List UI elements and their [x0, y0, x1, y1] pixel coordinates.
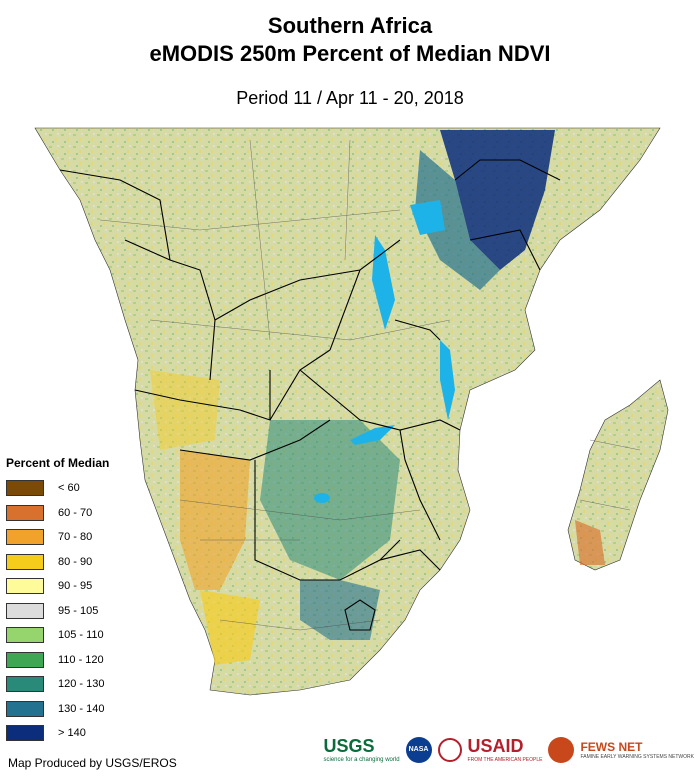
legend-item: 95 - 105 [6, 599, 126, 624]
nasa-logo: NASA [405, 736, 432, 763]
legend-swatch [6, 627, 44, 644]
map-title-line1: Southern Africa [267, 13, 433, 38]
usgs-tagline: science for a changing world [323, 757, 400, 763]
legend-swatch [6, 480, 44, 497]
legend-label: 105 - 110 [58, 629, 104, 642]
legend-swatch [6, 725, 44, 742]
usgs-logo: USGS science for a changing world [323, 736, 399, 763]
legend-label: 110 - 120 [58, 653, 104, 666]
lake-victoria [410, 200, 445, 235]
usaid-seal-icon [437, 737, 462, 762]
region-madagascar-south [575, 520, 605, 565]
legend-item: 60 - 70 [6, 501, 126, 526]
legend-item: 80 - 90 [6, 550, 126, 575]
period-subtitle: Period 11 / Apr 11 - 20, 2018 [236, 88, 464, 108]
lake-malawi [440, 340, 455, 420]
legend-title: Percent of Median [6, 456, 110, 470]
country-borders [59, 159, 561, 631]
region-east-africa-mid [415, 150, 500, 290]
legend-label: 70 - 80 [58, 531, 93, 544]
legend-label: 90 - 95 [58, 580, 93, 593]
region-angola-dry [150, 370, 220, 450]
map-credit: Map Produced by USGS/EROS [8, 756, 177, 770]
lake-tanganyika [372, 235, 395, 330]
region-namibia-dry [180, 450, 250, 590]
legend-item: 120 - 130 [6, 672, 126, 697]
legend-swatch [6, 651, 44, 668]
admin-borders [99, 139, 641, 631]
usgs-wordmark: USGS [323, 736, 375, 756]
fews-net-logo: FEWS NET FAMINE EARLY WARNING SYSTEMS NE… [580, 740, 694, 760]
region-sa-east [300, 580, 380, 640]
fews-net-tagline: FAMINE EARLY WARNING SYSTEMS NETWORK [580, 753, 694, 760]
legend-item: > 140 [6, 721, 126, 746]
legend-swatch [6, 676, 44, 693]
legend: Percent of Median < 60 60 - 70 70 - 80 80 -… [6, 456, 126, 746]
legend-item: 70 - 80 [6, 525, 126, 550]
legend-swatch [6, 602, 44, 619]
legend-item: 90 - 95 [6, 574, 126, 599]
legend-label: 120 - 130 [58, 678, 105, 691]
legend-item: 130 - 140 [6, 697, 126, 722]
legend-swatch [6, 529, 44, 546]
logo-strip: USGS science for a changing world NASA U… [323, 736, 694, 763]
madagascar [567, 379, 669, 571]
lake-kariba [350, 425, 395, 445]
usaid-logo: USAID FROM THE AMERICAN PEOPLE [468, 736, 543, 763]
legend-label: 95 - 105 [58, 604, 99, 617]
legend-label: 130 - 140 [58, 702, 105, 715]
region-sa-west-dry [200, 590, 260, 665]
okavango-delta [314, 493, 330, 503]
legend-label: 60 - 70 [58, 506, 93, 519]
map-title-line2: eMODIS 250m Percent of Median NDVI [149, 41, 551, 66]
legend-swatch [6, 504, 44, 521]
legend-rows: < 60 60 - 70 70 - 80 80 - 90 90 - 95 95 - 105… [6, 476, 126, 746]
legend-item: 110 - 120 [6, 648, 126, 673]
legend-label: 80 - 90 [58, 555, 93, 568]
fews-net-wordmark: FEWS NET [580, 739, 643, 754]
legend-swatch [6, 553, 44, 570]
ndvi-map [34, 127, 669, 696]
usaid-wordmark: USAID [467, 736, 524, 756]
legend-item: 105 - 110 [6, 623, 126, 648]
legend-label: > 140 [58, 727, 86, 740]
legend-item: < 60 [6, 476, 126, 501]
legend-swatch [6, 578, 44, 595]
legend-swatch [6, 700, 44, 717]
legend-label: < 60 [58, 482, 80, 495]
usaid-tagline: FROM THE AMERICAN PEOPLE [467, 757, 543, 763]
fews-net-emblem-icon [548, 736, 575, 763]
